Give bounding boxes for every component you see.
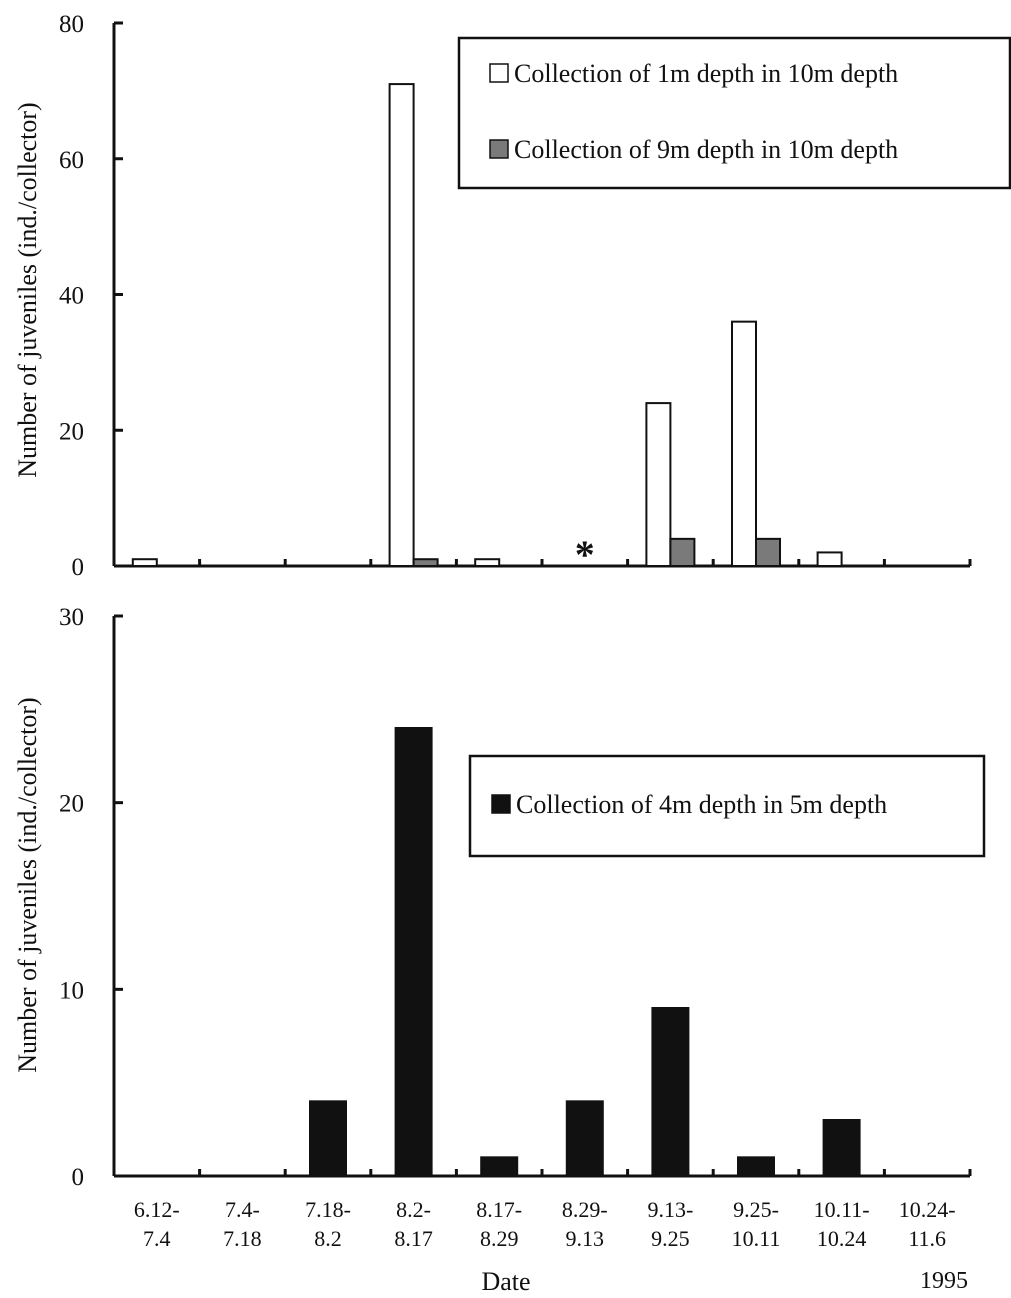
x-category-label: 7.4: [143, 1226, 171, 1251]
bottom-bar-1-4: [394, 727, 433, 1177]
bottom-panel: Number of juveniles (ind./collector) 0 10…: [13, 604, 986, 1296]
top-bar-1-5: [474, 558, 501, 568]
x-axis-title: Date: [481, 1267, 530, 1296]
x-category-label: 7.18-: [305, 1197, 351, 1222]
bottom-bar-1-3: [309, 1100, 347, 1178]
x-category-label: 8.29-: [562, 1197, 608, 1222]
bottom-legend-box: [468, 754, 986, 858]
year-label: 1995: [920, 1268, 968, 1294]
x-category-label: 8.29: [480, 1226, 519, 1251]
x-category-label: 8.17: [394, 1226, 433, 1251]
bottom-y-tick-label: 30: [59, 604, 84, 631]
x-category-labels: 6.12- 7.4 7.4- 7.18 7.18- 8.2 8.2- 8.17 8.17- 8.2…: [134, 1197, 956, 1251]
top-bar-1-1: [131, 558, 158, 568]
x-category-label: 7.18: [223, 1226, 262, 1251]
top-panel: Number of juveniles (ind./collector) 0 20…: [13, 11, 1011, 581]
top-bar-1-9: [816, 551, 843, 567]
bottom-y-axis-title: Number of juveniles (ind./collector): [13, 697, 42, 1072]
x-category-label: 11.6: [908, 1226, 946, 1251]
missing-sample-asterisk: *: [575, 532, 595, 577]
bottom-y-tick-label: 10: [59, 977, 84, 1004]
top-bar-1-4: [388, 83, 415, 568]
top-bar-2-4: [412, 558, 439, 568]
top-y-tick-label: 60: [59, 147, 84, 174]
legend-label-1m: Collection of 1m depth in 10m depth: [514, 59, 898, 88]
bottom-y-tick-label: 20: [59, 791, 84, 818]
top-y-tick-label: 40: [59, 283, 84, 310]
top-legend-box: [457, 36, 1011, 190]
x-category-label: 8.2-: [396, 1197, 431, 1222]
top-bar-1-7: [645, 402, 672, 567]
legend-swatch-9m: [489, 139, 509, 159]
x-category-label: 8.17-: [476, 1197, 522, 1222]
top-bar-2-7: [669, 537, 696, 567]
bottom-bar-1-7: [651, 1007, 690, 1177]
bottom-bar-1-6: [565, 1100, 604, 1178]
x-category-label: 7.4-: [225, 1197, 260, 1222]
top-y-tick-label: 20: [59, 418, 84, 445]
x-category-label: 6.12-: [134, 1197, 180, 1222]
bottom-bars: [309, 727, 861, 1178]
x-category-label: 10.24-: [899, 1197, 956, 1222]
x-category-label: 9.25: [651, 1226, 690, 1251]
x-category-label: 9.13: [566, 1226, 605, 1251]
legend-label-9m: Collection of 9m depth in 10m depth: [514, 135, 898, 164]
bottom-bar-1-5: [480, 1156, 519, 1178]
top-bars: [131, 83, 843, 568]
top-y-tick-label: 80: [59, 11, 84, 38]
top-bar-1-8: [731, 320, 757, 567]
bottom-bar-1-9: [822, 1119, 861, 1177]
bottom-y-tick-label: 0: [72, 1164, 85, 1191]
x-category-label: 10.11-: [814, 1197, 870, 1222]
x-category-label: 9.13-: [647, 1197, 693, 1222]
bottom-axes: 0 10 20 30: [59, 604, 972, 1191]
top-bar-2-8: [755, 537, 781, 567]
top-y-tick-label: 0: [72, 554, 85, 581]
top-y-axis-title: Number of juveniles (ind./collector): [13, 102, 42, 477]
bottom-legend: Collection of 4m depth in 5m depth: [468, 754, 986, 858]
x-category-label: 10.24: [817, 1226, 867, 1251]
legend-swatch-4m: [491, 794, 511, 814]
top-legend: Collection of 1m depth in 10m depth Coll…: [457, 36, 1011, 190]
bottom-bar-1-8: [737, 1156, 775, 1178]
x-category-label: 9.25-: [733, 1197, 779, 1222]
legend-swatch-1m: [489, 63, 509, 83]
x-category-label: 8.2: [314, 1226, 342, 1251]
x-category-label: 10.11: [732, 1226, 781, 1251]
legend-label-4m: Collection of 4m depth in 5m depth: [516, 790, 887, 819]
